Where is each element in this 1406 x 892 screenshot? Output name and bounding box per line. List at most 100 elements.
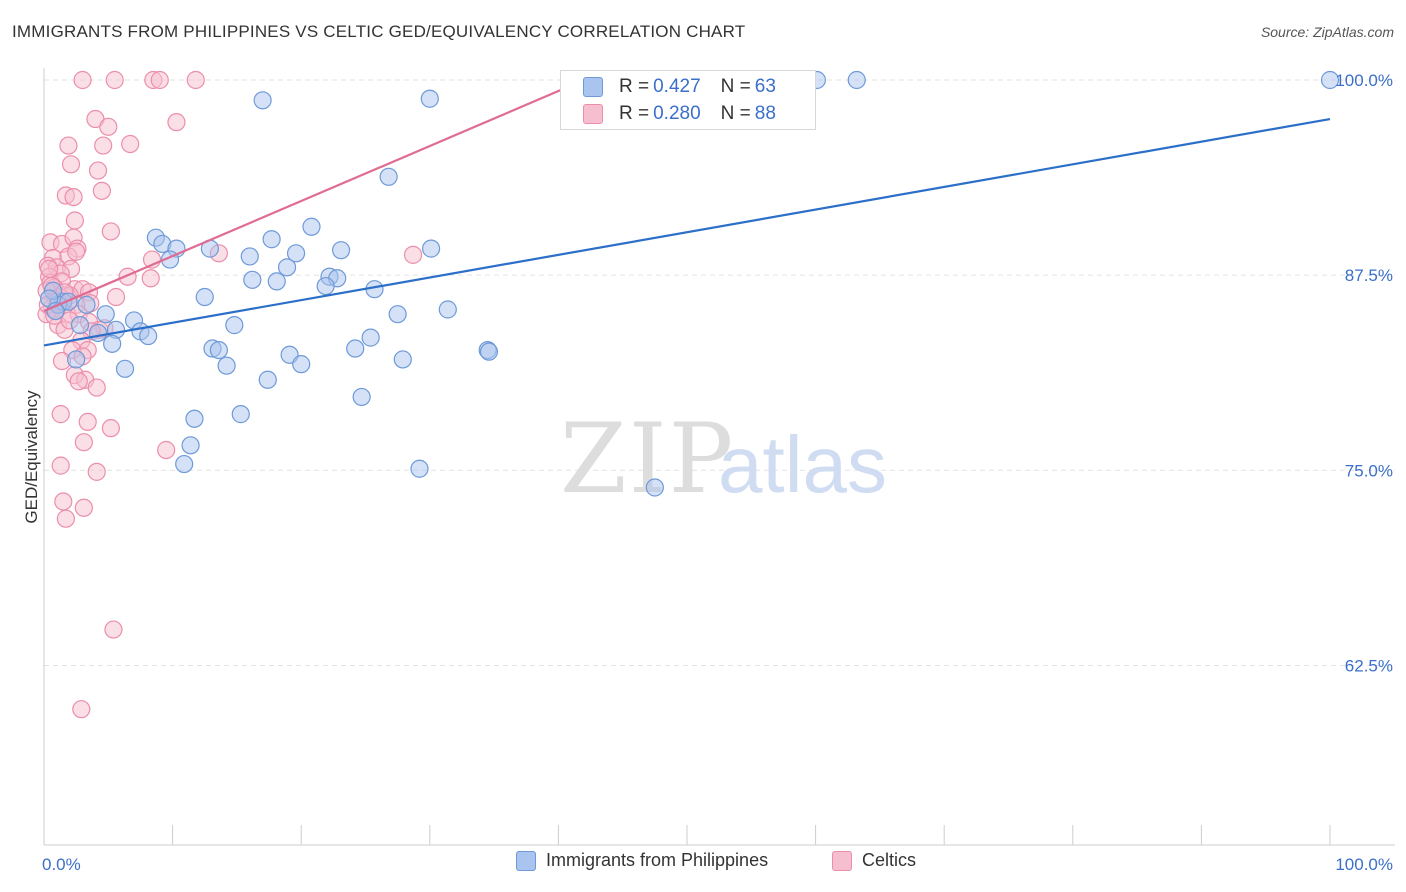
philippines-point (253, 91, 272, 110)
celtics-trend-line (43, 78, 585, 313)
philippines-point (115, 359, 135, 378)
celtics-point (74, 498, 93, 517)
celtics-point (105, 70, 124, 90)
grid-lines (44, 79, 1395, 666)
legend-label: Celtics (862, 850, 917, 870)
philippines-point (175, 454, 194, 474)
celtics-point (69, 372, 88, 391)
legend-item-philippines[interactable]: Immigrants from Philippines (516, 850, 768, 871)
philippines-point (185, 409, 204, 428)
axes (43, 68, 1395, 846)
celtics-point (59, 136, 78, 155)
philippines-point (479, 342, 499, 361)
y-tick-label: 87.5% (1345, 266, 1393, 285)
philippines-point (77, 295, 96, 314)
philippines-point (225, 316, 244, 335)
y-tick-label: 62.5% (1345, 656, 1393, 675)
celtics-point (88, 161, 108, 180)
n-label: N = (720, 76, 751, 97)
y-tick-label: 100.0% (1335, 71, 1393, 90)
chart-title: IMMIGRANTS FROM PHILIPPINES VS CELTIC GE… (12, 22, 746, 41)
celtics-point (40, 259, 59, 279)
blue-swatch-icon (583, 77, 603, 97)
x-tick-label: 100.0% (1335, 855, 1393, 874)
celtics-point (74, 433, 93, 452)
philippines-point (379, 167, 398, 186)
r-value: 0.280 (653, 103, 701, 124)
n-label: N = (720, 103, 751, 124)
celtics-point (106, 287, 126, 307)
celtics-point (99, 117, 118, 136)
philippines-point (292, 355, 311, 374)
philippines-point (331, 241, 351, 260)
philippines-point (346, 339, 365, 358)
celtics-point (64, 187, 83, 207)
n-value: 88 (754, 103, 776, 124)
legend-label: Immigrants from Philippines (546, 850, 769, 870)
y-axis-title: GED/Equivalency (22, 390, 41, 524)
stats-row-celtics: R = 0.280 N = 88 (583, 101, 776, 127)
celtics-point (186, 70, 205, 90)
philippines-point (209, 340, 228, 360)
philippines-point (139, 326, 158, 346)
philippines-point (67, 350, 86, 369)
x-tick-label: 0.0% (42, 855, 81, 874)
philippines-point (645, 478, 664, 497)
philippines-point (410, 459, 429, 478)
celtics-point (92, 181, 111, 200)
philippines-point (243, 270, 262, 289)
philippines-point (316, 276, 335, 296)
philippines-point (181, 436, 200, 455)
celtics-point (101, 419, 120, 438)
philippines-points (40, 70, 1340, 497)
celtics-point (141, 269, 160, 288)
philippines-point (96, 305, 115, 324)
philippines-point (88, 323, 108, 343)
celtics-point (121, 134, 140, 154)
philippines-point (267, 272, 286, 291)
philippines-point (388, 305, 407, 324)
celtics-point (56, 509, 75, 528)
celtics-point (101, 222, 120, 241)
blue-swatch-icon (516, 850, 536, 871)
philippines-point (847, 70, 866, 90)
trend-lines (43, 78, 1331, 347)
r-value: 0.427 (653, 76, 701, 97)
pink-swatch-icon (583, 104, 603, 124)
r-label: R = (619, 103, 650, 124)
watermark-atlas: atlas (718, 420, 887, 509)
celtics-point (87, 378, 106, 397)
philippines-point (286, 244, 306, 263)
watermark-zip: ZIP (560, 403, 735, 515)
r-label: R = (619, 76, 650, 97)
celtics-point (51, 456, 70, 475)
celtics-point (94, 136, 113, 155)
watermark: ZIP atlas (560, 403, 887, 515)
pink-swatch-icon (832, 850, 852, 871)
celtics-point (87, 462, 106, 481)
y-tick-label: 75.0% (1345, 461, 1393, 480)
celtics-point (65, 211, 84, 230)
celtics-point (54, 492, 73, 511)
n-value: 63 (754, 76, 776, 97)
philippines-point (70, 316, 90, 335)
philippines-point (103, 334, 122, 353)
celtics-point (403, 245, 423, 264)
philippines-point (393, 350, 412, 369)
celtics-point (73, 70, 92, 90)
stats-legend-box: R = 0.427 N = 63 R = 0.280 N = 88 (560, 70, 816, 130)
axis-labels: 62.5% 75.0% 87.5% 100.0% 0.0% 100.0% (42, 71, 1393, 874)
philippines-point (1320, 70, 1340, 90)
philippines-point (421, 239, 441, 258)
philippines-point (352, 387, 371, 407)
celtics-point (167, 113, 186, 132)
philippines-point (258, 370, 277, 389)
celtics-point (67, 242, 86, 261)
philippines-trend-line (43, 117, 1331, 347)
stats-row-philippines: R = 0.427 N = 63 (583, 74, 776, 100)
legend-item-celtics[interactable]: Celtics (832, 850, 916, 871)
philippines-point (361, 328, 380, 347)
source-label: Source: ZipAtlas.com (1260, 24, 1394, 40)
celtics-point (61, 155, 81, 174)
celtics-point (72, 700, 91, 719)
